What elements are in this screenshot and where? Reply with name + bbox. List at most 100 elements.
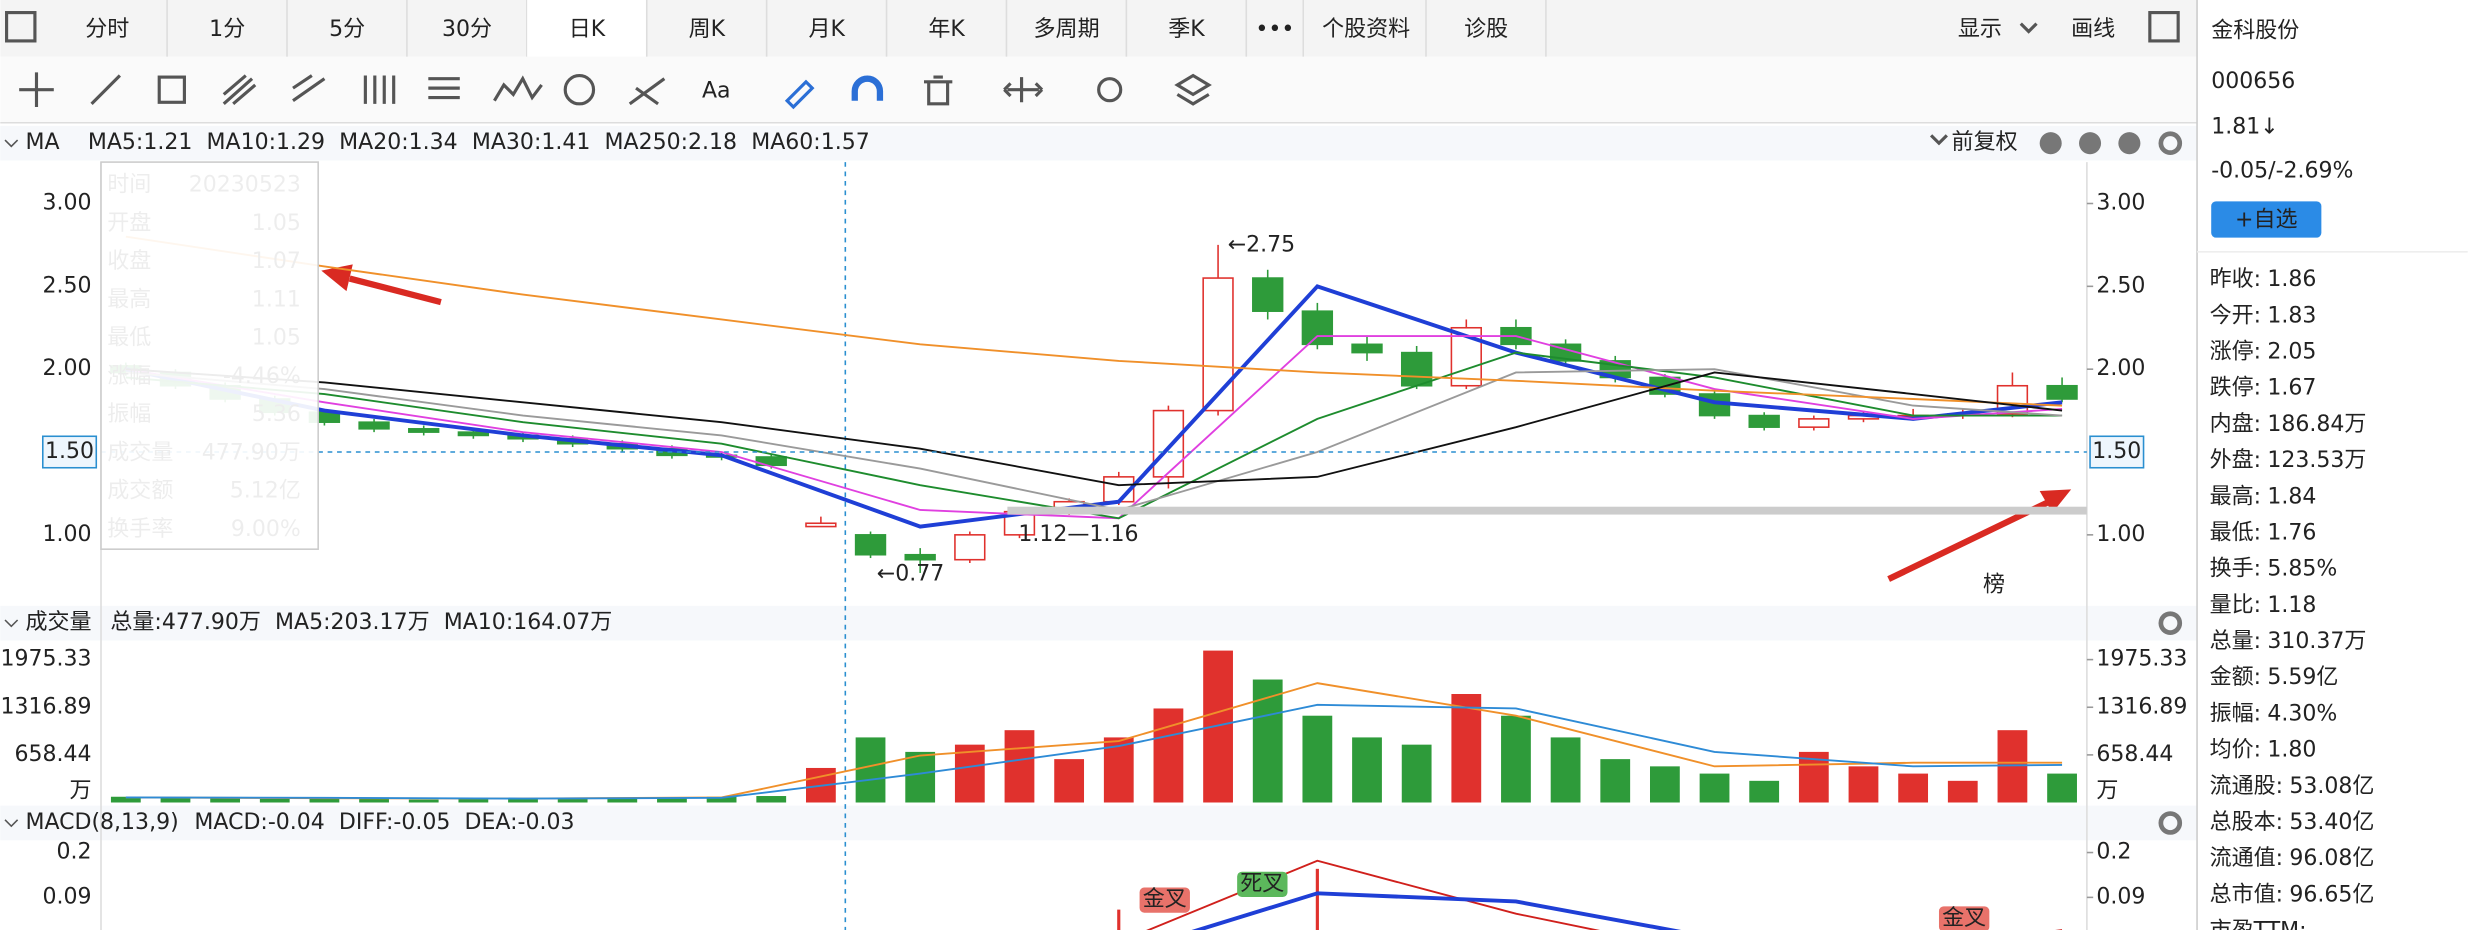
volume-bar <box>160 798 191 803</box>
tab[interactable]: 诊股 <box>1464 17 1508 42</box>
tool-gann[interactable] <box>628 77 666 106</box>
volume-bar <box>2047 773 2077 803</box>
legend-entry: MA5:203.17万 <box>275 610 430 635</box>
tool-circle[interactable] <box>563 73 596 106</box>
header-band <box>0 125 2198 161</box>
tool-fib[interactable] <box>428 77 460 100</box>
btn-settings[interactable] <box>2158 811 2183 835</box>
volume-bar <box>706 796 737 803</box>
candle-body <box>408 428 440 433</box>
volume-bar <box>1649 766 1680 803</box>
quote-label: 内盘: <box>2210 412 2261 437</box>
quote-label: 振幅: <box>2210 701 2261 726</box>
volume-bar <box>1302 715 1333 803</box>
tool-rect[interactable] <box>157 75 186 104</box>
cross-badge <box>1938 906 1990 930</box>
tool-fan[interactable] <box>222 74 257 106</box>
y-tick-label: 0.09 <box>43 884 92 909</box>
tool-line[interactable] <box>90 74 122 105</box>
quote-label: 涨停: <box>2210 339 2261 364</box>
collapse-icon[interactable] <box>4 819 19 828</box>
menu-item[interactable]: 显示 <box>1958 17 2002 42</box>
collapse-icon[interactable] <box>4 619 19 628</box>
tab[interactable]: 分时 <box>85 17 129 42</box>
candle-body <box>358 421 390 430</box>
tab[interactable]: 个股资料 <box>1322 17 1410 42</box>
quote-label: 跌停: <box>2210 376 2261 401</box>
quote-label: 总市值: <box>2210 882 2283 907</box>
layout-icon[interactable] <box>5 11 37 43</box>
quote-label: 最低: <box>2210 520 2261 545</box>
quote-label: 昨收: <box>2210 267 2261 292</box>
quote-value: 1.84 <box>2267 484 2316 509</box>
arrow-head <box>2039 489 2072 513</box>
tooltip-box <box>100 161 319 550</box>
y-tick-label: 1.00 <box>43 522 92 547</box>
btn-close[interactable] <box>2118 132 2141 155</box>
tab[interactable]: 5分 <box>329 17 365 42</box>
btn-settings[interactable] <box>2158 131 2183 156</box>
tool-pen[interactable] <box>784 79 815 110</box>
volume-bar <box>408 799 439 803</box>
dropdown-icon[interactable] <box>1929 134 1948 146</box>
candle-body <box>1400 351 1433 387</box>
candle-body <box>2046 384 2078 400</box>
tab[interactable]: 季K <box>1168 17 1205 42</box>
tool-delete[interactable] <box>923 75 953 106</box>
watch-button[interactable] <box>2211 201 2322 238</box>
y-tick-label-right: 1975.33 <box>2096 647 2187 672</box>
candle-body <box>1252 277 1284 312</box>
tool-span[interactable] <box>1003 77 1044 103</box>
tab[interactable]: 30分 <box>442 17 492 42</box>
btn-settings[interactable] <box>2158 611 2183 635</box>
series-line <box>125 235 2063 407</box>
quote-value: 96.08亿 <box>2289 846 2374 871</box>
panel-title: MACD(8,13,9) <box>25 810 178 835</box>
annotation: 1.12—1.16 <box>1018 522 1138 547</box>
tab[interactable]: 1分 <box>209 17 245 42</box>
btn-zoom-out[interactable] <box>2039 132 2062 155</box>
tool-wave[interactable] <box>493 75 543 102</box>
adjust-label[interactable]: 前复权 <box>1952 130 2018 155</box>
volume-bar <box>657 798 687 803</box>
y-tick-label: 658.44 <box>15 742 92 767</box>
menu-item[interactable]: 画线 <box>2071 17 2115 42</box>
quote-value: 4.30% <box>2267 701 2337 726</box>
volume-bar <box>954 744 985 803</box>
legend-entry: MA60:1.57 <box>751 130 870 155</box>
collapse-icon[interactable] <box>4 139 19 148</box>
tab[interactable]: 多周期 <box>1034 17 1100 42</box>
volume-bar <box>1898 773 1929 803</box>
tool-text[interactable]: Aa <box>702 78 731 103</box>
arrow-head <box>321 264 353 292</box>
dropdown-icon[interactable] <box>2019 22 2038 34</box>
tool-channel[interactable] <box>292 74 326 102</box>
tool-move[interactable] <box>19 72 54 108</box>
stock-name: 金科股份 <box>2211 18 2299 43</box>
candle-body <box>1798 418 1830 428</box>
btn-zoom-in[interactable] <box>2079 132 2102 155</box>
tab[interactable]: 年K <box>928 17 965 42</box>
watch-label[interactable]: +自选 <box>2235 207 2297 232</box>
quote-value: 186.84万 <box>2267 412 2366 437</box>
quote-value: 96.65亿 <box>2289 882 2374 907</box>
candle-body <box>1301 310 1334 346</box>
stock-change: -0.05/-2.69% <box>2211 159 2353 184</box>
legend-entry: DEA:-0.03 <box>465 810 575 835</box>
series-line <box>1191 891 1682 930</box>
tab[interactable]: 周K <box>689 17 726 42</box>
tool-cycle[interactable] <box>363 75 396 104</box>
tab[interactable]: 月K <box>809 17 846 42</box>
tool-magnet[interactable] <box>851 75 884 101</box>
tool-settings[interactable] <box>1097 77 1123 103</box>
quote-value: 1.86 <box>2267 267 2316 292</box>
tab[interactable]: ••• <box>1255 17 1294 42</box>
tool-layers[interactable] <box>1174 73 1212 106</box>
quote-label: 均价: <box>2210 738 2261 763</box>
quote-value: 123.53万 <box>2267 448 2366 473</box>
candle-body <box>755 456 787 467</box>
tab[interactable]: 日K <box>569 17 606 42</box>
panel-icon[interactable] <box>2148 11 2180 43</box>
quote-value: 1.80 <box>2267 738 2316 763</box>
